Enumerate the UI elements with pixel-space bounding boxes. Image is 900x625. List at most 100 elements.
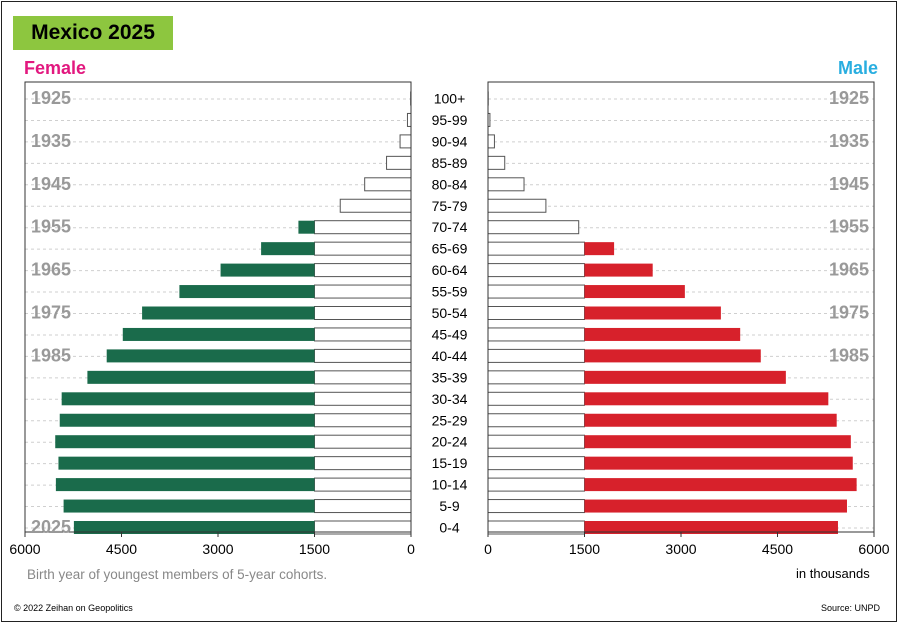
- age-group-label: 35-39: [432, 369, 468, 385]
- birth-year-label: 1925: [829, 88, 869, 108]
- x-tick-label: 6000: [9, 541, 40, 557]
- x-tick-label: 1500: [299, 541, 330, 557]
- female-bar-outline: [314, 456, 412, 471]
- birth-year-label: 1985: [829, 345, 869, 365]
- female-bar: [399, 134, 412, 149]
- female-bar-outline: [314, 263, 412, 278]
- male-bar-outline: [487, 477, 585, 492]
- male-label: Male: [837, 58, 878, 78]
- female-bar-outline: [314, 306, 412, 320]
- female-bar-outline: [314, 413, 412, 428]
- male-bar-outline: [487, 370, 585, 385]
- age-group-label: 0-4: [439, 520, 459, 536]
- birth-year-label: 1945: [31, 174, 71, 194]
- male-bar-outline: [487, 241, 585, 256]
- x-tick-label: 4500: [762, 541, 793, 557]
- age-group-label: 65-69: [432, 241, 468, 257]
- female-bar: [122, 327, 315, 341]
- female-bar: [364, 177, 412, 192]
- male-bar-outline: [487, 263, 585, 278]
- female-bar: [386, 155, 412, 170]
- male-bar: [584, 456, 853, 470]
- female-bar: [59, 413, 315, 427]
- female-bar: [142, 306, 315, 320]
- birth-year-label: 2025: [31, 517, 71, 537]
- female-bar: [55, 435, 315, 449]
- male-bar: [584, 413, 837, 427]
- female-bar-outline: [314, 348, 412, 363]
- male-bar-outline: [487, 391, 585, 406]
- age-group-label: 95-99: [432, 112, 468, 128]
- female-bar: [261, 242, 315, 256]
- male-bar: [584, 435, 851, 449]
- female-bar: [179, 285, 315, 299]
- male-bar: [487, 220, 580, 235]
- female-bar-outline: [314, 477, 412, 492]
- male-bar: [584, 242, 615, 256]
- male-bar: [584, 370, 786, 384]
- female-bar-outline: [314, 499, 412, 514]
- x-tick-label: 3000: [202, 541, 233, 557]
- birth-year-label: 1955: [31, 217, 71, 237]
- female-bar-outline: [314, 220, 412, 235]
- age-group-label: 10-14: [432, 477, 468, 493]
- age-group-label: 15-19: [432, 455, 468, 471]
- birth-year-label: 1925: [31, 88, 71, 108]
- female-bar-outline: [314, 284, 412, 299]
- age-group-label: 70-74: [432, 219, 468, 235]
- x-tick-label: 4500: [106, 541, 137, 557]
- chart-title: Mexico 2025: [31, 21, 155, 44]
- source-note: Source: UNPD: [820, 603, 880, 613]
- birth-year-label: 1965: [829, 260, 869, 280]
- male-bar: [584, 392, 829, 406]
- birth-year-label: 1985: [31, 345, 71, 365]
- birth-year-label: 1935: [829, 131, 869, 151]
- female-bar: [55, 478, 315, 492]
- age-group-label: 100+: [434, 91, 466, 107]
- male-bar: [584, 306, 721, 320]
- male-bar-outline: [487, 284, 585, 299]
- x-tick-label: 0: [484, 541, 492, 557]
- birth-year-label: 1955: [829, 217, 869, 237]
- female-bar: [339, 198, 412, 213]
- age-group-label: 55-59: [432, 284, 468, 300]
- female-bar-outline: [314, 391, 412, 406]
- female-bar-outline: [314, 327, 412, 342]
- birth-year-label: 1965: [31, 260, 71, 280]
- birth-year-label: 1975: [829, 303, 869, 323]
- female-bar: [406, 112, 412, 127]
- age-group-label: 50-54: [432, 305, 468, 321]
- copyright: © 2022 Zeihan on Geopolitics: [14, 603, 133, 613]
- male-bar-outline: [487, 348, 585, 363]
- male-bar-outline: [487, 306, 585, 320]
- female-bar: [106, 349, 315, 363]
- female-bar: [220, 263, 315, 277]
- female-bar-outline: [314, 434, 412, 449]
- male-bar: [584, 285, 685, 299]
- age-group-label: 90-94: [432, 133, 468, 149]
- male-bar: [584, 478, 857, 492]
- title-box: Mexico 2025: [13, 16, 173, 50]
- male-bar: [584, 521, 838, 534]
- x-tick-label: 6000: [858, 541, 889, 557]
- male-bar: [487, 177, 525, 192]
- female-bar-outline: [314, 370, 412, 385]
- birth-year-label: 1975: [31, 303, 71, 323]
- female-bar: [73, 521, 315, 534]
- male-bar: [584, 263, 653, 277]
- male-bar: [487, 155, 506, 170]
- x-tick-label: 3000: [665, 541, 696, 557]
- age-group-label: 20-24: [432, 434, 468, 450]
- male-bar-outline: [487, 327, 585, 342]
- birth-year-label: 1935: [31, 131, 71, 151]
- age-group-label: 45-49: [432, 326, 468, 342]
- male-bar-outline: [487, 499, 585, 514]
- male-bar-outline: [487, 413, 585, 428]
- age-group-label: 5-9: [439, 498, 459, 514]
- footnote: Birth year of youngest members of 5-year…: [27, 567, 328, 582]
- male-bar-outline: [487, 456, 585, 471]
- male-bar-outline: [487, 434, 585, 449]
- age-group-label: 80-84: [432, 176, 468, 192]
